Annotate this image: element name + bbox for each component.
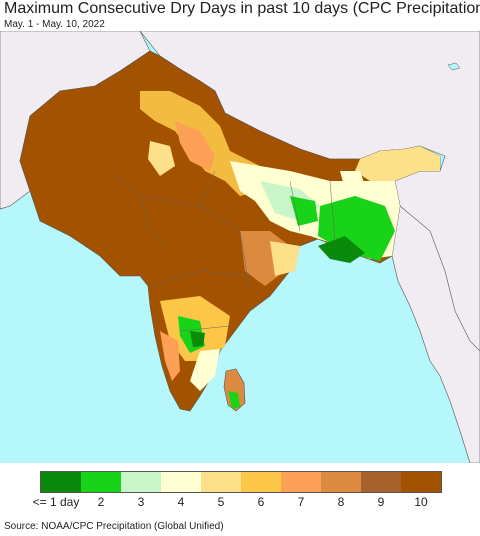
legend-swatch-2 <box>81 472 121 492</box>
land-dry-10-days <box>19 50 441 412</box>
legend-label-4: 4 <box>177 495 185 509</box>
legend-label-2: 2 <box>97 495 105 509</box>
region-central-light <box>270 241 300 276</box>
legend-label-7: 7 <box>297 495 305 509</box>
legend-swatch-4 <box>161 472 201 492</box>
legend-swatch-3 <box>121 472 161 492</box>
region-north-pale <box>148 141 175 176</box>
legend-swatch-7 <box>281 472 321 492</box>
island-sri-lanka <box>223 368 246 412</box>
legend-colorbar <box>40 471 442 493</box>
sri-lanka-green <box>228 391 240 409</box>
internal-borders <box>109 170 336 332</box>
legend-label-6: 6 <box>257 495 265 509</box>
region-east-green <box>290 196 318 226</box>
region-southwest-orange <box>160 331 180 381</box>
legend-swatch-6 <box>241 472 281 492</box>
outside-land-southeast <box>391 205 480 463</box>
island-small <box>447 62 461 71</box>
legend-swatch-1 <box>41 472 81 492</box>
legend-swatch-10 <box>401 472 441 492</box>
legend-label-5: 5 <box>217 495 225 509</box>
source-note: Source: NOAA/CPC Precipitation (Global U… <box>4 521 224 532</box>
region-northeast-yellow <box>355 146 440 181</box>
legend-label-9: 9 <box>377 495 385 509</box>
region-bengal-dark <box>318 236 365 263</box>
legend-label-10: 10 <box>414 495 428 509</box>
region-north-orange <box>175 121 215 171</box>
legend-swatch-9 <box>361 472 401 492</box>
legend-label-8: 8 <box>337 495 345 509</box>
date-range: May. 1 - May. 10, 2022 <box>4 19 105 30</box>
region-south-pale <box>190 349 220 391</box>
legend-swatch-8 <box>321 472 361 492</box>
legend-swatch-5 <box>201 472 241 492</box>
region-northeast-pale <box>340 171 365 189</box>
region-south-dark <box>190 331 205 347</box>
map-title: Maximum Consecutive Dry Days in past 10 … <box>4 0 480 17</box>
map-canvas <box>0 31 480 463</box>
legend-label-3: 3 <box>137 495 145 509</box>
legend-label-1: <= 1 day <box>32 495 80 509</box>
